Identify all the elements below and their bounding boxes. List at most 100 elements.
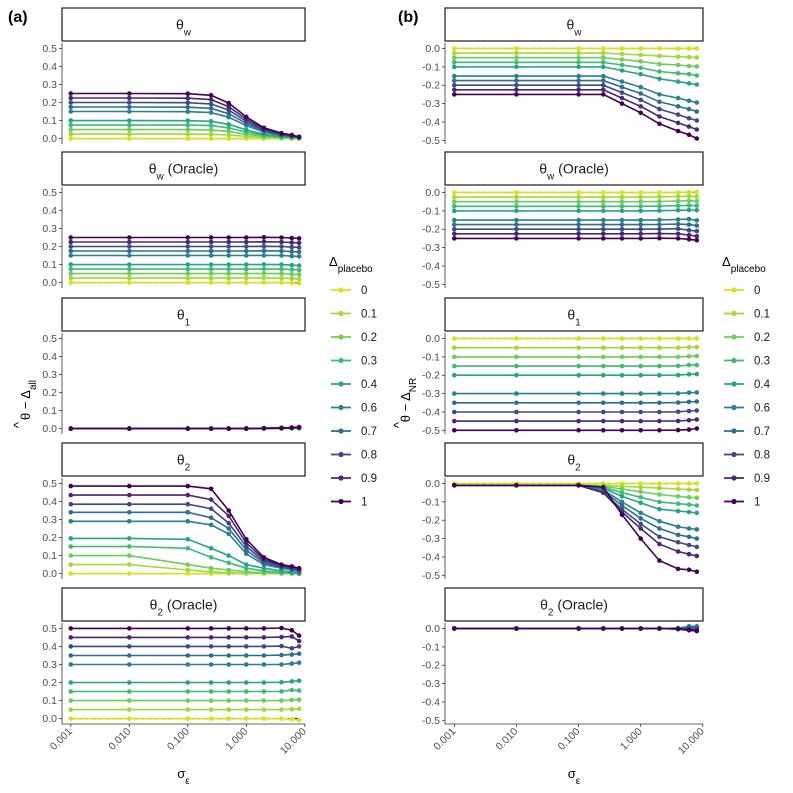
legend-label: 0.8 — [361, 450, 377, 462]
data-point — [576, 204, 581, 209]
series-line — [454, 84, 698, 122]
data-point — [514, 231, 519, 237]
data-point — [619, 231, 625, 237]
data-point — [261, 635, 267, 640]
data-point — [452, 231, 457, 237]
data-point — [208, 110, 214, 115]
data-point — [452, 55, 457, 60]
data-point — [261, 235, 267, 240]
y-tick-label: 0.0 — [425, 187, 440, 199]
y-tick-label: -0.4 — [422, 116, 440, 128]
data-point — [452, 418, 457, 424]
data-point — [638, 510, 643, 516]
data-point — [619, 486, 625, 492]
series-line — [454, 400, 697, 404]
data-point — [638, 626, 643, 631]
data-point — [279, 643, 284, 649]
data-point — [226, 253, 231, 258]
data-point — [226, 122, 231, 127]
data-point — [244, 248, 249, 254]
data-point — [694, 82, 700, 87]
series-line — [70, 520, 300, 573]
data-point — [619, 409, 625, 415]
data-point — [694, 495, 700, 501]
data-point — [601, 418, 606, 424]
data-point — [185, 483, 191, 489]
legend-swatch-dot — [338, 381, 344, 387]
data-point — [619, 190, 625, 195]
data-point — [244, 235, 249, 240]
data-point — [638, 516, 643, 521]
data-point — [694, 553, 700, 559]
data-point — [127, 689, 132, 694]
data-point — [694, 362, 700, 368]
data-point — [127, 100, 132, 105]
data-point — [514, 87, 519, 93]
data-point — [244, 626, 249, 631]
data-point — [514, 626, 519, 631]
data-point — [601, 428, 606, 433]
data-point — [127, 426, 132, 431]
data-point — [638, 110, 643, 116]
facet-strip-label: θw — [566, 17, 582, 39]
data-point — [261, 239, 267, 245]
facet-strip-label: θ1 — [567, 307, 581, 329]
data-point — [127, 266, 132, 272]
data-point — [601, 73, 606, 79]
data-point — [452, 354, 457, 360]
data-point — [514, 226, 519, 232]
data-point — [296, 240, 302, 246]
facet: θ2 (Oracle) 0.0 -0.1 -0.2 -0.3 -0.4 -0.50.001 0… — [422, 587, 707, 757]
data-point — [514, 354, 519, 360]
data-point — [208, 271, 214, 276]
data-point — [226, 698, 231, 703]
data-point — [638, 495, 643, 500]
series-line — [70, 717, 300, 721]
data-point — [244, 662, 249, 667]
data-point — [675, 71, 681, 76]
data-point — [694, 390, 700, 395]
data-point — [694, 426, 700, 431]
data-point — [694, 536, 700, 541]
data-point — [185, 626, 191, 631]
data-point — [675, 418, 681, 424]
data-point — [185, 136, 191, 141]
data-point — [686, 116, 692, 121]
data-point — [694, 344, 700, 350]
legend-label: 0.1 — [361, 309, 377, 321]
data-point — [576, 354, 581, 360]
data-point — [208, 698, 214, 703]
y-tick-label: 0.0 — [425, 43, 440, 55]
data-point — [576, 483, 581, 488]
data-point — [226, 707, 231, 712]
legend-swatch-dot — [338, 498, 344, 505]
data-point — [68, 716, 74, 721]
data-point — [127, 662, 132, 667]
y-tick-label: 0.5 — [42, 187, 57, 199]
data-point — [694, 408, 700, 413]
data-point — [657, 53, 662, 59]
data-point — [226, 271, 231, 276]
data-point — [279, 634, 284, 640]
data-point — [185, 510, 191, 515]
data-point — [244, 689, 249, 694]
data-point — [68, 100, 74, 105]
legend-swatch-dot — [731, 498, 737, 505]
y-tick-label: 0.3 — [42, 369, 57, 381]
y-tick-label: -0.2 — [422, 515, 440, 527]
data-point — [226, 560, 231, 566]
data-point — [244, 540, 249, 546]
data-point — [208, 716, 214, 721]
data-point — [261, 698, 267, 703]
data-point — [208, 546, 214, 551]
legend-item: 0.4 — [724, 379, 771, 391]
data-point — [127, 680, 132, 685]
data-point — [68, 122, 74, 128]
y-tick-label: 0.1 — [42, 259, 57, 271]
data-point — [694, 238, 700, 243]
data-point — [185, 492, 191, 498]
data-point — [686, 567, 692, 573]
legend-item: 0.3 — [331, 356, 377, 368]
data-point — [514, 60, 519, 65]
data-point — [289, 697, 295, 703]
